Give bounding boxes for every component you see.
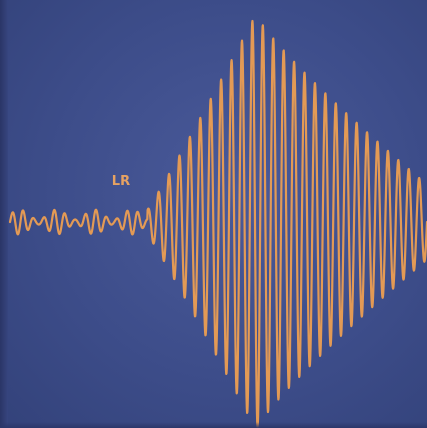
screen-frame-edge: [0, 0, 8, 428]
screen-frame-bottom: [0, 422, 427, 428]
trace-group: [8, 19, 427, 428]
annotation-label: LR: [112, 174, 130, 189]
waveform-trace: [8, 19, 427, 428]
annotation-group: LR: [112, 174, 130, 189]
